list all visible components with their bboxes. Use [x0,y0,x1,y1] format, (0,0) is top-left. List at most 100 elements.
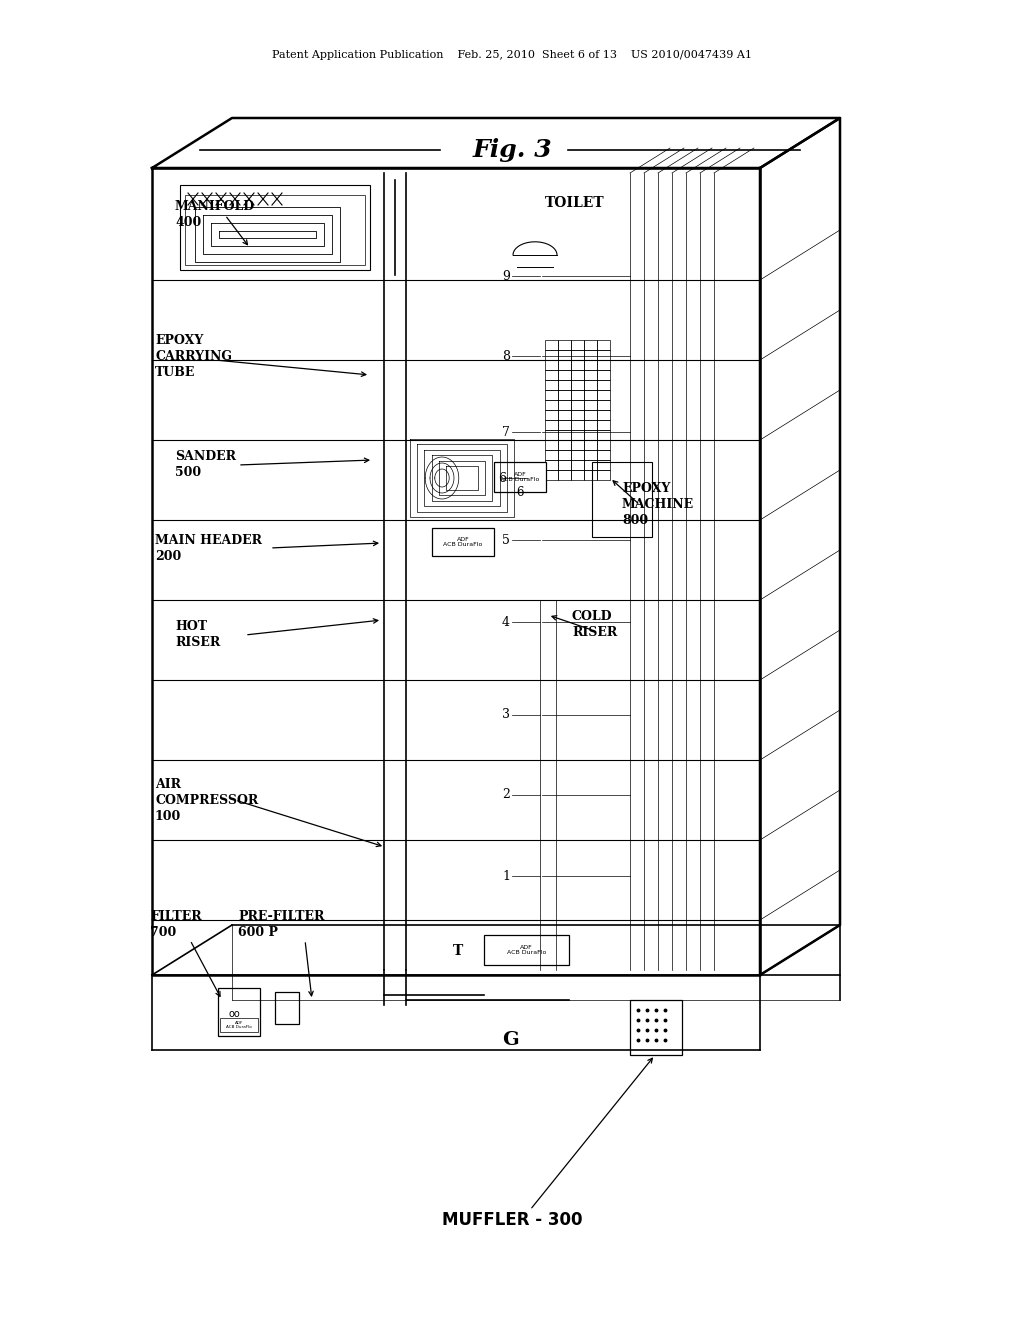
Bar [558,440,571,450]
Text: oo: oo [228,1010,240,1019]
Bar [584,341,597,350]
Bar [584,350,597,360]
Bar [584,450,597,459]
Text: EPOXY
MACHINE
800: EPOXY MACHINE 800 [622,483,694,528]
Bar [545,450,558,459]
Bar [597,450,610,459]
Bar [545,389,558,400]
Bar [584,370,597,380]
Bar [432,528,494,556]
Bar [558,420,571,430]
Bar [545,440,558,450]
Bar [597,400,610,411]
Bar [571,400,584,411]
Bar [597,440,610,450]
Bar [558,400,571,411]
Bar [558,380,571,389]
Bar [180,185,370,271]
Bar [545,350,558,360]
Bar [597,389,610,400]
Text: 1: 1 [502,870,510,883]
Text: ADF
ACB DuraFlo: ADF ACB DuraFlo [226,1020,252,1030]
Text: 9: 9 [502,269,510,282]
Text: Patent Application Publication    Feb. 25, 2010  Sheet 6 of 13    US 2010/004743: Patent Application Publication Feb. 25, … [272,50,752,59]
Bar [275,993,299,1024]
Bar [597,420,610,430]
Bar [558,389,571,400]
Bar [597,430,610,440]
Text: 2: 2 [502,788,510,801]
Bar [597,380,610,389]
Bar [630,1001,682,1055]
Bar [558,470,571,480]
Bar [597,360,610,370]
Bar [545,400,558,411]
Bar [584,470,597,480]
Bar [558,411,571,420]
Bar [597,370,610,380]
Bar [597,411,610,420]
Text: HOT
RISER: HOT RISER [175,620,220,649]
Bar [592,462,652,537]
Bar [571,420,584,430]
Text: ADF
ACB DuraFlo: ADF ACB DuraFlo [443,537,482,548]
Text: 3: 3 [502,709,510,722]
Text: 5: 5 [502,533,510,546]
Text: 6: 6 [516,486,523,499]
Bar [484,935,569,965]
Bar [220,1018,258,1032]
Text: 6: 6 [498,471,506,484]
Bar [597,459,610,470]
Text: COLD
RISER: COLD RISER [572,610,617,639]
Bar [571,470,584,480]
Bar [545,470,558,480]
Text: PRE-FILTER
600 P: PRE-FILTER 600 P [238,911,325,940]
Text: FILTER
700: FILTER 700 [150,911,202,940]
Bar [545,411,558,420]
Bar [571,350,584,360]
Text: AIR
COMPRESSOR
100: AIR COMPRESSOR 100 [155,777,258,822]
Bar [494,462,546,492]
Bar [584,360,597,370]
Bar [584,420,597,430]
Bar [218,987,260,1036]
Text: MUFFLER - 300: MUFFLER - 300 [441,1210,583,1229]
Text: ADF
ACB DuraFlo: ADF ACB DuraFlo [501,471,540,482]
Bar [545,430,558,440]
Bar [571,380,584,389]
Bar [558,360,571,370]
Bar [558,459,571,470]
Bar [597,350,610,360]
Text: EPOXY
CARRYING
TUBE: EPOXY CARRYING TUBE [155,334,232,379]
Text: 7: 7 [502,425,510,438]
Text: ADF
ACB DuraFlo: ADF ACB DuraFlo [507,945,546,956]
Text: SANDER
500: SANDER 500 [175,450,236,479]
Bar [545,370,558,380]
Text: 8: 8 [502,350,510,363]
Bar [571,411,584,420]
Bar [584,411,597,420]
Text: MAIN HEADER
200: MAIN HEADER 200 [155,533,262,562]
Bar [584,430,597,440]
Bar [545,341,558,350]
Bar [558,341,571,350]
Bar [545,360,558,370]
Bar [558,350,571,360]
Bar [584,380,597,389]
Text: G: G [502,1031,518,1049]
Bar [545,420,558,430]
Bar [584,400,597,411]
Bar [571,360,584,370]
Bar [571,389,584,400]
Bar [571,440,584,450]
Bar [558,370,571,380]
Text: 4: 4 [502,615,510,628]
Bar [597,470,610,480]
Text: MANIFOLD
400: MANIFOLD 400 [175,201,255,230]
Bar [584,459,597,470]
Bar [571,370,584,380]
Text: TOILET: TOILET [545,195,604,210]
Bar [571,450,584,459]
Bar [571,341,584,350]
Bar [584,440,597,450]
